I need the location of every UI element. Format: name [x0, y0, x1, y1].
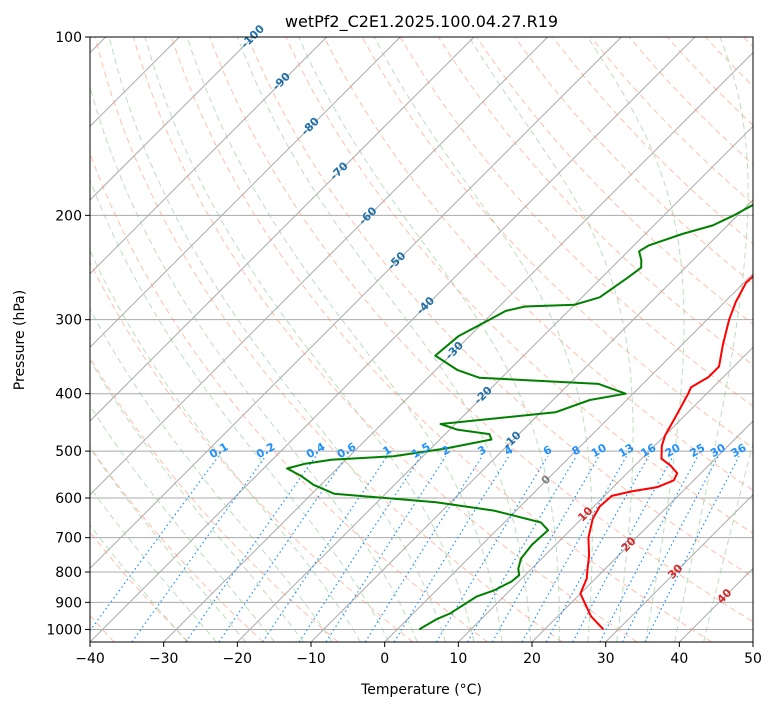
moist-adiabat	[90, 486, 217, 642]
moist-adiabat	[587, 37, 685, 642]
dry-adiabat	[90, 446, 264, 642]
dry-adiabat	[399, 37, 753, 407]
mixing-ratio-line	[298, 455, 422, 642]
y-tick-label: 1000	[46, 622, 82, 638]
x-tick-label: 50	[744, 651, 762, 667]
isotherm-line	[90, 37, 401, 349]
moist-adiabat	[144, 37, 475, 642]
axes: −40 −30 −20 −10 0 10 20 30 40 50 1000 900 800 700 600 5…	[46, 30, 762, 667]
mixing-ratio-line	[262, 455, 388, 642]
moist-adiabat	[298, 37, 560, 642]
moist-adiabat	[703, 441, 753, 642]
mixing-ratio-line	[393, 455, 510, 642]
moist-adiabat	[237, 37, 532, 642]
chart-title: wetPf2_C2E1.2025.100.04.27.R19	[285, 12, 558, 32]
y-tick-label: 800	[55, 565, 82, 581]
x-tick-label: −20	[223, 651, 253, 667]
plot-area	[90, 37, 753, 642]
dry-adiabat	[94, 37, 563, 642]
x-tick-label: 10	[449, 651, 467, 667]
y-tick-label: 400	[55, 387, 82, 403]
isotherm-line	[90, 37, 622, 570]
moist-adiabat	[186, 37, 503, 642]
isotherm-line	[90, 37, 328, 275]
mixing-ratio-line	[644, 455, 740, 642]
y-tick-label: 100	[55, 30, 82, 46]
mixing-ratio-line	[435, 455, 549, 642]
dry-adiabat	[361, 37, 753, 449]
x-tick-label: 40	[670, 651, 688, 667]
mixing-ratio-line	[185, 455, 317, 642]
y-tick-label: 700	[55, 531, 82, 547]
dry-adiabat	[476, 37, 753, 325]
y-axis-label: Pressure (hPa)	[12, 290, 28, 390]
dry-adiabat	[209, 37, 753, 623]
x-tick-label: 20	[523, 651, 541, 667]
mixing-ratio-line	[599, 455, 699, 642]
isotherm-line	[90, 37, 549, 496]
mixing-ratio-line	[364, 455, 483, 642]
x-tick-label: −10	[296, 651, 326, 667]
dry-adiabat	[132, 37, 638, 642]
moist-adiabat	[90, 178, 390, 642]
x-tick-label: −40	[75, 651, 105, 667]
moist-adiabat	[108, 37, 447, 642]
dry-adiabat	[247, 37, 753, 578]
moist-adiabat	[90, 524, 188, 642]
temperature-line	[579, 274, 753, 631]
dry-adiabat	[628, 37, 753, 166]
dry-adiabat	[514, 37, 753, 285]
x-tick-label: 0	[380, 651, 389, 667]
isotherm-line	[605, 493, 753, 642]
moist-adiabat	[90, 447, 247, 642]
y-tick-label: 300	[55, 313, 82, 329]
y-tick-label: 900	[55, 595, 82, 611]
moist-adiabat	[373, 37, 593, 642]
x-tick-label: −30	[149, 651, 179, 667]
moist-adiabat	[90, 308, 333, 642]
isotherm-line	[457, 346, 753, 642]
dry-adiabat	[323, 37, 753, 491]
moist-adiabat	[90, 358, 304, 642]
moist-adiabat	[90, 84, 418, 642]
dry-adiabat	[90, 260, 414, 642]
mixing-ratio-line	[218, 455, 347, 642]
x-tick-label: 30	[597, 651, 615, 667]
moist-adiabat	[90, 249, 362, 642]
mixing-ratio-line	[545, 455, 650, 642]
x-axis-label: Temperature (°C)	[360, 682, 482, 698]
y-tick-label: 500	[55, 444, 82, 460]
isotherm-line	[236, 125, 753, 642]
moist-adiabat	[90, 404, 275, 642]
y-tick-label: 600	[55, 491, 82, 507]
plot-frame	[89, 36, 754, 643]
moist-adiabat	[674, 37, 749, 642]
y-tick-label: 200	[55, 208, 82, 224]
dewpoint-line	[286, 203, 753, 631]
isotherm-line	[163, 51, 753, 642]
isotherm-line	[384, 272, 753, 642]
mixing-ratio-line	[325, 455, 447, 642]
mixing-ratio-line	[621, 455, 719, 642]
isotherm-line	[90, 37, 254, 201]
isotherm-line	[531, 420, 753, 642]
